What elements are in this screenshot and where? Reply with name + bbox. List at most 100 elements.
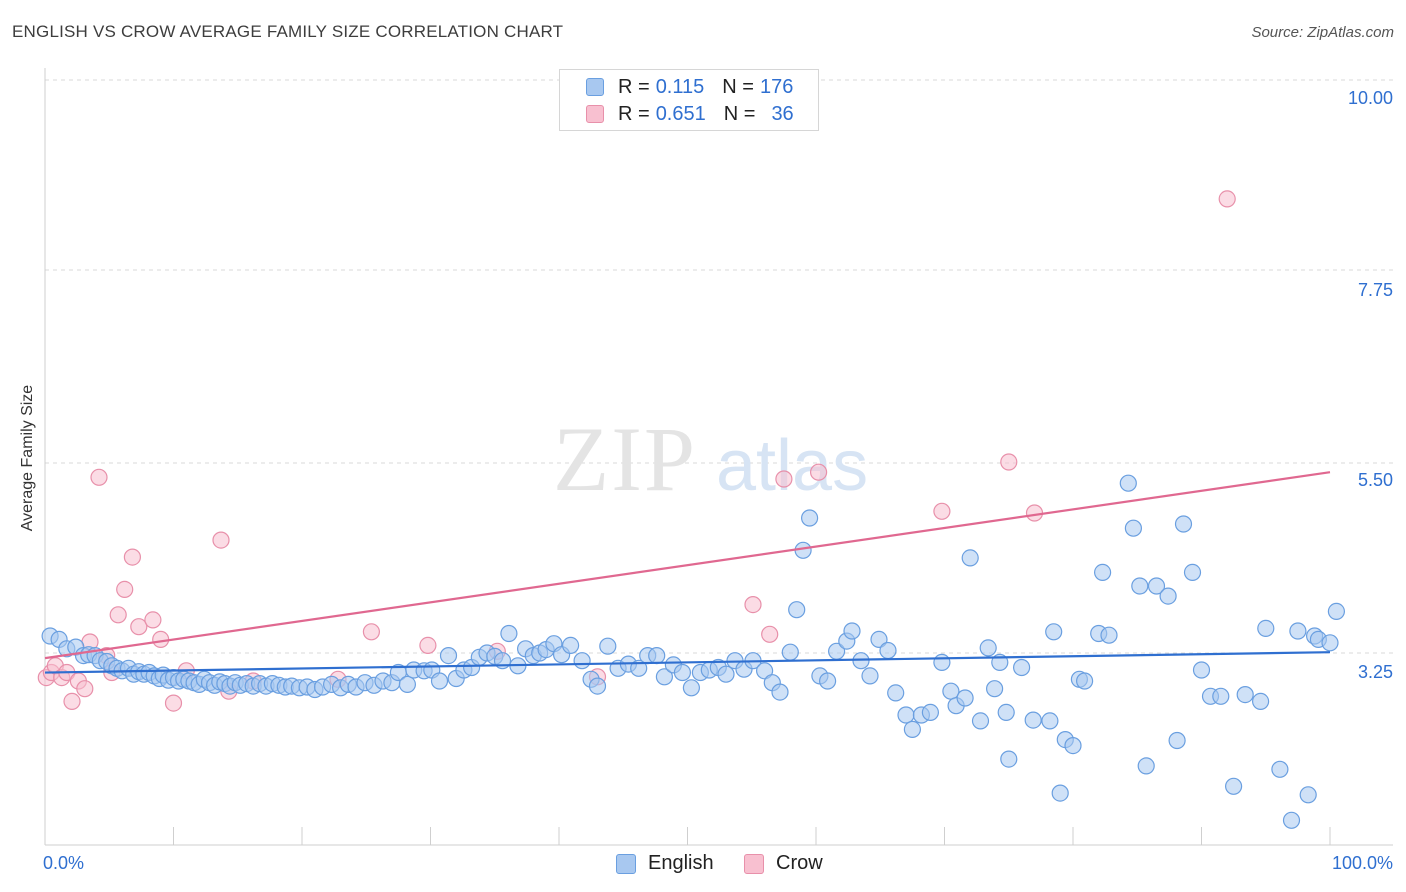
trend-layer	[44, 471, 1331, 674]
english-point	[1192, 661, 1211, 679]
crow-point	[63, 692, 81, 711]
english-point	[682, 679, 701, 697]
english-point	[956, 689, 974, 707]
english-point	[717, 665, 735, 683]
english-point	[1124, 519, 1143, 537]
english-point	[439, 646, 458, 665]
chart-title: ENGLISH VS CROW AVERAGE FAMILY SIZE CORR…	[12, 22, 564, 41]
watermark-zip: ZIP	[553, 408, 697, 510]
crow-point	[152, 630, 170, 649]
crow-point	[90, 468, 108, 486]
bottom-legend-english[interactable]: English	[616, 852, 714, 875]
crow-point	[76, 680, 94, 698]
bottom-legend-crow[interactable]: Crow	[744, 852, 823, 875]
english-point	[971, 712, 990, 730]
english-point	[1271, 760, 1289, 778]
english-point	[1159, 587, 1177, 605]
crow-point	[164, 694, 183, 712]
english-point	[1174, 515, 1193, 533]
english-point	[1075, 672, 1094, 690]
english-point	[1321, 634, 1339, 652]
english-point	[961, 549, 979, 567]
english-point	[561, 636, 580, 655]
y-tick-label: 10.00	[1348, 88, 1393, 108]
legend: R = 0.115 N = 176 R = 0.651 N = 36	[559, 69, 819, 131]
legend-r-label: R =	[618, 75, 650, 98]
english-point	[588, 677, 607, 695]
y-axis-label: Average Family Size	[19, 384, 36, 532]
english-point	[1093, 563, 1112, 582]
english-point	[1282, 811, 1301, 829]
english-point	[1137, 757, 1155, 775]
x-tick-labels: 0.0% 100.0%	[43, 853, 1393, 873]
crow-point	[761, 625, 779, 643]
bottom-legend-label-crow: Crow	[776, 852, 823, 874]
english-point	[771, 683, 789, 701]
english-point	[430, 672, 449, 690]
axes-layer	[44, 68, 1393, 846]
legend-r-label: R =	[618, 102, 650, 125]
english-point	[800, 509, 819, 527]
english-point	[1131, 577, 1149, 595]
english-point	[1119, 474, 1137, 492]
english-point	[985, 680, 1004, 698]
legend-r-value-english: 0.115	[655, 75, 705, 98]
crow-point	[1000, 453, 1018, 471]
english-point	[788, 601, 806, 619]
english-point	[921, 703, 940, 722]
crow-point	[362, 623, 380, 641]
crow-point	[123, 548, 141, 566]
y-tick-label: 3.25	[1358, 662, 1393, 682]
english-point	[648, 646, 666, 665]
english-point	[1236, 685, 1254, 704]
crow-point	[933, 502, 951, 520]
english-point	[1100, 626, 1118, 644]
english-point	[933, 653, 951, 672]
english-point	[1045, 623, 1063, 641]
english-point	[1168, 731, 1186, 750]
x-tick-label: 0.0%	[43, 853, 84, 873]
english-point	[1299, 786, 1317, 804]
bottom-legend-label-english: English	[648, 852, 714, 874]
english-point	[755, 662, 774, 680]
crow-point	[1025, 504, 1044, 522]
english-point	[1327, 602, 1346, 621]
english-point	[1147, 577, 1166, 595]
english-point	[1024, 711, 1042, 729]
english-point	[818, 672, 837, 690]
english-point	[630, 659, 648, 677]
crow-point	[212, 531, 230, 549]
english-point	[903, 720, 922, 739]
crow-point	[744, 595, 762, 614]
english-point	[1257, 619, 1275, 638]
watermark: ZIP atlas	[553, 408, 868, 510]
legend-swatch-crow	[586, 105, 604, 123]
english-point	[1051, 784, 1069, 802]
english-point	[997, 703, 1015, 722]
bottom-legend-swatch-english	[616, 853, 636, 874]
english-point	[1212, 687, 1230, 705]
english-point	[942, 682, 960, 700]
legend-swatch-english	[586, 78, 604, 96]
x-tick-label: 100.0%	[1332, 853, 1393, 873]
crow-point	[1218, 190, 1236, 208]
english-trend-line	[44, 651, 1331, 674]
english-point	[573, 652, 591, 670]
english-point	[843, 622, 861, 640]
english-point	[1012, 658, 1031, 677]
bottom-legend-swatch-crow	[744, 853, 764, 874]
english-point	[870, 630, 888, 649]
english-point	[781, 643, 799, 661]
english-point	[1183, 563, 1202, 582]
legend-n-value-crow: 36	[771, 102, 794, 125]
english-points	[41, 474, 1346, 829]
english-point	[1251, 692, 1270, 711]
english-point	[979, 639, 997, 657]
y-tick-label: 5.50	[1358, 470, 1393, 490]
bottom-legend: English Crow	[0, 852, 1406, 878]
english-point	[861, 667, 879, 685]
crow-point	[130, 618, 148, 636]
english-point	[655, 668, 674, 686]
crow-point	[116, 580, 134, 599]
